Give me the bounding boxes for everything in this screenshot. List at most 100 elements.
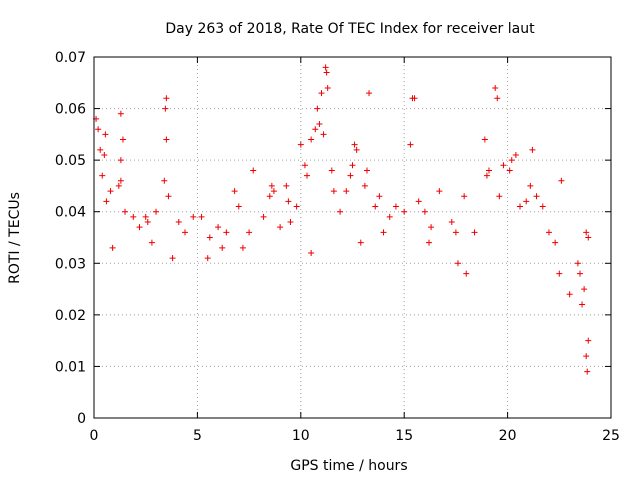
data-point: [461, 193, 468, 200]
data-point: [366, 90, 373, 97]
data-point: [223, 229, 230, 236]
data-point: [277, 224, 284, 231]
data-point: [337, 208, 344, 215]
data-point: [144, 219, 151, 226]
data-point: [198, 213, 205, 220]
data-point: [517, 203, 524, 210]
data-point: [363, 167, 370, 174]
data-point: [103, 198, 110, 205]
data-point: [523, 198, 530, 205]
data-point: [576, 270, 583, 277]
data-point: [428, 224, 435, 231]
x-tick-label: 5: [193, 428, 202, 444]
data-point: [579, 301, 586, 308]
grid-lines: [94, 57, 611, 418]
data-point: [343, 188, 350, 195]
data-point: [153, 208, 160, 215]
data-point: [266, 193, 273, 200]
data-point: [175, 219, 182, 226]
data-point: [353, 146, 360, 153]
y-axis-label: ROTI / TECUs: [7, 192, 23, 284]
data-point: [109, 244, 116, 251]
data-point: [250, 167, 257, 174]
data-point: [312, 126, 319, 133]
data-point: [481, 136, 488, 143]
data-point: [372, 203, 379, 210]
data-point: [99, 172, 106, 179]
data-point: [584, 368, 591, 375]
data-point: [558, 177, 565, 184]
data-point: [452, 229, 459, 236]
data-point: [506, 167, 513, 174]
data-point: [512, 151, 519, 158]
data-point: [376, 193, 383, 200]
y-tick-label: 0.01: [55, 359, 86, 375]
data-point: [328, 167, 335, 174]
data-point: [454, 260, 461, 267]
data-point: [471, 229, 478, 236]
data-point: [349, 162, 356, 169]
data-point: [115, 182, 122, 189]
data-point: [552, 239, 559, 246]
y-tick-label: 0.03: [55, 256, 86, 272]
data-point: [117, 110, 124, 117]
data-point: [163, 136, 170, 143]
y-tick-label: 0.05: [55, 153, 86, 169]
data-point: [392, 203, 399, 210]
data-point: [117, 177, 124, 184]
data-point: [407, 141, 414, 148]
plot-frame: [93, 56, 612, 419]
data-point: [508, 157, 515, 164]
data-point: [163, 95, 170, 102]
data-point: [260, 213, 267, 220]
data-point: [533, 193, 540, 200]
data-point: [130, 213, 137, 220]
data-point: [323, 69, 330, 76]
data-point: [97, 146, 104, 153]
data-point: [304, 172, 311, 179]
data-point: [308, 136, 315, 143]
data-point: [293, 203, 300, 210]
data-point: [351, 141, 358, 148]
x-tick-label: 0: [90, 428, 99, 444]
data-point: [318, 90, 325, 97]
data-point: [246, 229, 253, 236]
data-point: [206, 234, 213, 241]
data-point: [357, 239, 364, 246]
y-tick-label: 0.04: [55, 205, 86, 221]
data-point: [316, 121, 323, 128]
data-point: [161, 177, 168, 184]
data-point: [215, 224, 222, 231]
data-point: [297, 141, 304, 148]
data-point: [556, 270, 563, 277]
data-point: [585, 234, 592, 241]
data-point: [583, 229, 590, 236]
data-point: [380, 229, 387, 236]
data-point: [322, 64, 329, 71]
data-point: [401, 208, 408, 215]
data-point: [107, 188, 114, 195]
data-point: [181, 229, 188, 236]
data-point: [581, 286, 588, 293]
data-point: [485, 167, 492, 174]
y-tick-label: 0.06: [55, 102, 86, 118]
x-tick-label: 15: [395, 428, 413, 444]
data-point: [583, 353, 590, 360]
data-point: [585, 337, 592, 344]
data-point: [545, 229, 552, 236]
data-point: [529, 146, 536, 153]
data-point: [190, 213, 197, 220]
data-point: [347, 172, 354, 179]
x-tick-label: 10: [292, 428, 310, 444]
data-point: [324, 84, 331, 91]
data-point: [95, 126, 102, 133]
data-point: [494, 95, 501, 102]
data-points: [93, 64, 592, 375]
data-point: [314, 105, 321, 112]
data-point: [320, 131, 327, 138]
data-point: [285, 198, 292, 205]
x-tick-label: 20: [499, 428, 517, 444]
data-point: [500, 162, 507, 169]
y-tick-label: 0: [77, 411, 86, 427]
